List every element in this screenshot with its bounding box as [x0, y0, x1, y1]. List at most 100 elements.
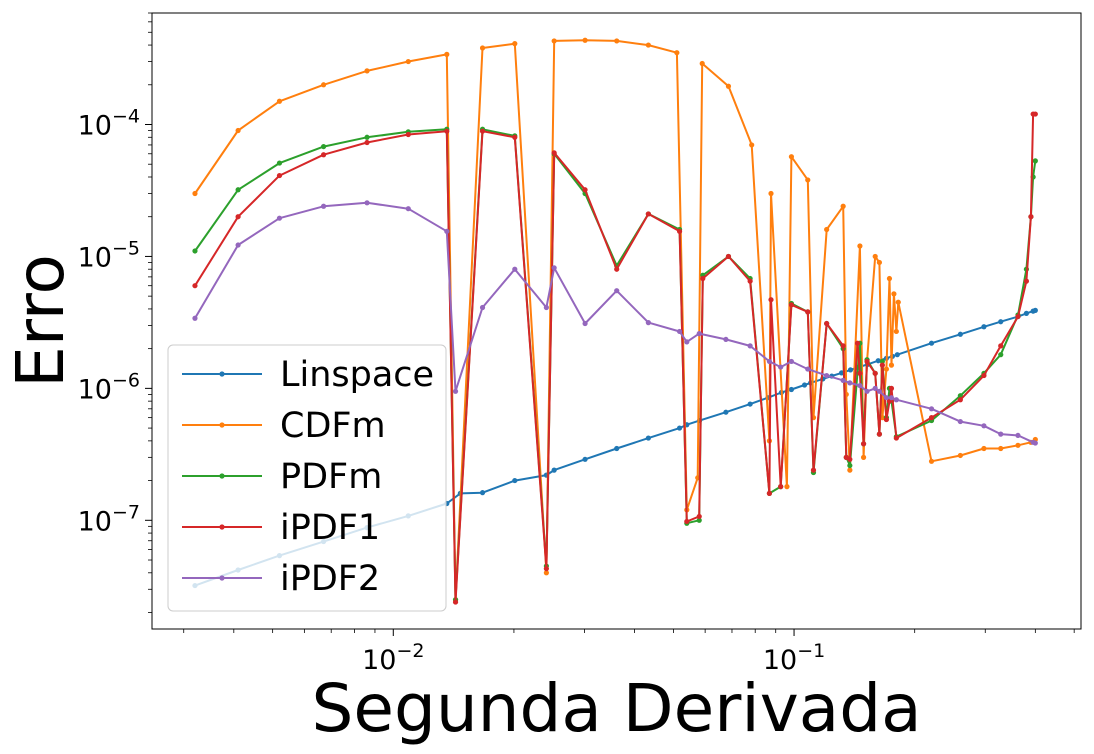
data-point: [747, 278, 753, 284]
data-point: [928, 406, 935, 412]
data-point: [235, 187, 241, 193]
data-point: [810, 467, 817, 473]
data-point: [957, 331, 963, 337]
data-point: [645, 42, 651, 48]
data-point: [888, 385, 895, 391]
data-point: [405, 206, 411, 212]
data-point: [582, 320, 588, 327]
data-point: [1032, 158, 1038, 164]
data-point: [192, 248, 198, 254]
data-point: [778, 364, 784, 370]
data-point: [891, 291, 897, 297]
data-point: [894, 352, 900, 358]
data-point: [405, 131, 411, 138]
data-point: [854, 340, 861, 346]
legend-label: Linspace: [280, 355, 434, 395]
data-point: [768, 297, 774, 303]
data-point: [847, 467, 853, 473]
data-point: [235, 242, 241, 248]
data-point: [276, 215, 283, 221]
data-point: [512, 477, 518, 484]
y-tick-label: 10−4: [78, 105, 140, 141]
data-point: [847, 367, 854, 373]
data-point: [582, 37, 588, 43]
data-point: [857, 243, 863, 249]
data-point: [981, 324, 987, 330]
data-point: [723, 336, 729, 343]
data-point: [700, 275, 706, 282]
data-point: [840, 203, 846, 209]
data-point: [235, 214, 241, 220]
data-point: [543, 304, 549, 311]
data-point: [824, 320, 830, 327]
data-point: [276, 172, 283, 179]
series-ipdf2: [192, 200, 1038, 446]
data-point: [957, 452, 963, 459]
data-point: [981, 445, 987, 452]
data-point: [847, 456, 853, 462]
data-point: [778, 484, 784, 490]
data-point: [276, 98, 283, 104]
data-point: [860, 441, 867, 447]
legend-label: CDFm: [280, 406, 386, 446]
data-point: [864, 358, 870, 365]
data-point: [614, 38, 620, 44]
data-point: [684, 339, 690, 345]
y-axis-title: Erro: [2, 254, 79, 388]
data-point: [840, 343, 846, 349]
data-point: [801, 382, 808, 388]
data-point: [893, 435, 899, 441]
data-point: [747, 343, 753, 349]
data-point: [676, 328, 683, 335]
data-point: [684, 518, 690, 525]
data-point: [895, 299, 901, 305]
legend-swatch-marker: [219, 422, 225, 428]
y-tick-label: 10−6: [78, 369, 140, 405]
data-point: [320, 82, 327, 88]
data-point: [766, 490, 773, 496]
data-point: [276, 160, 283, 166]
data-point: [872, 370, 878, 376]
data-point: [320, 143, 327, 150]
data-point: [805, 177, 811, 183]
data-point: [872, 253, 878, 260]
series-layer: [192, 37, 1038, 605]
data-point: [320, 203, 327, 209]
data-point: [857, 370, 863, 376]
data-point: [444, 228, 450, 234]
data-point: [864, 388, 870, 394]
data-point: [192, 190, 198, 197]
data-point: [582, 456, 588, 462]
data-point: [824, 372, 830, 379]
series-line: [194, 39, 1036, 601]
data-point: [1028, 214, 1034, 220]
data-point: [405, 58, 411, 65]
data-point: [512, 134, 518, 140]
data-point: [957, 418, 963, 425]
data-point: [805, 366, 811, 372]
legend-swatch-marker: [219, 371, 225, 377]
data-point: [957, 397, 963, 403]
y-tick-label: 10−5: [78, 237, 140, 273]
data-point: [452, 599, 459, 605]
data-point: [879, 358, 885, 365]
data-point: [1015, 442, 1021, 448]
data-point: [192, 315, 198, 321]
series-ipdf1: [192, 111, 1038, 605]
data-point: [805, 309, 811, 315]
legend-box: [167, 344, 447, 612]
data-point: [998, 445, 1004, 452]
data-point: [857, 382, 863, 389]
data-point: [1023, 278, 1030, 284]
data-point: [676, 228, 683, 234]
data-point: [479, 45, 486, 51]
legend-swatch-marker: [219, 473, 225, 479]
minor-ticks: [148, 12, 1075, 633]
data-point: [614, 266, 620, 272]
data-point: [479, 490, 486, 496]
data-point: [1032, 111, 1038, 117]
data-point: [543, 570, 549, 576]
data-point: [696, 517, 702, 523]
legend-label: iPDF2: [280, 559, 380, 599]
